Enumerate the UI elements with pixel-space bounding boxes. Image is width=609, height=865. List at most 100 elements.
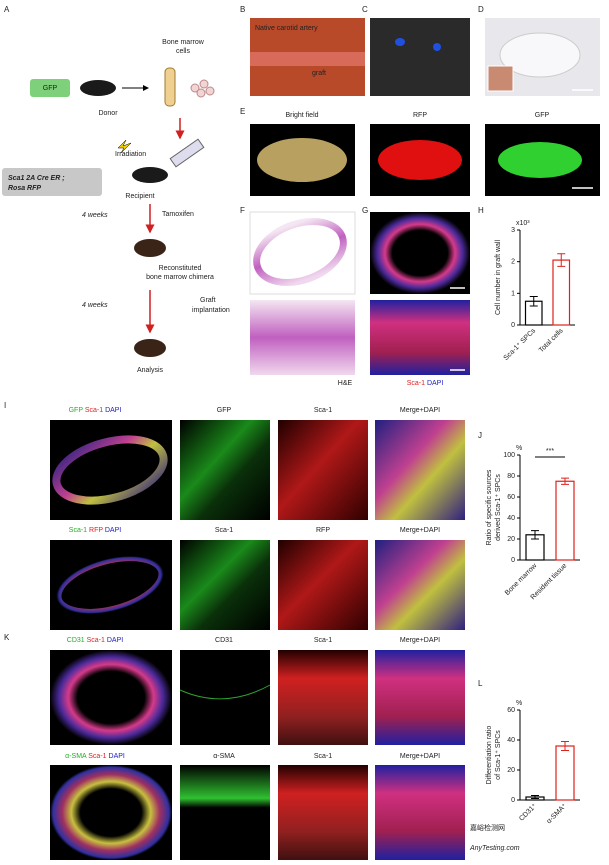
label-part: DAPI — [109, 753, 125, 760]
panel-label: C — [362, 5, 368, 14]
mouse — [134, 339, 166, 357]
recipient-box — [2, 168, 102, 196]
label: Reconstituted — [159, 265, 202, 272]
watermark: 嘉峪检测网 — [470, 823, 505, 832]
y-tick-label: 60 — [507, 707, 515, 714]
photo-artery — [250, 52, 365, 66]
label: Native carotid artery — [255, 25, 318, 32]
y-tick-label: 0 — [511, 797, 515, 804]
y-tick-label: 40 — [507, 515, 515, 522]
donor-box — [30, 79, 70, 97]
row-title: α-SMA Sca-1 DAPI — [65, 753, 125, 760]
panel-label: G — [362, 206, 368, 215]
micrograph — [370, 212, 470, 294]
y-tick-label: 0 — [511, 557, 515, 564]
x-tick-label: α-SMA⁺ — [546, 802, 569, 825]
label: H&E — [338, 380, 353, 387]
label: Donor — [98, 110, 118, 117]
panel-label: B — [240, 5, 245, 14]
column-title: Merge+DAPI — [400, 637, 440, 644]
label: cells — [176, 48, 191, 55]
micrograph — [180, 420, 270, 520]
y-axis-label: Ratio of specific sources — [486, 469, 493, 545]
error-bar — [557, 253, 566, 267]
y-tick-label: 80 — [507, 473, 515, 480]
mouse — [134, 239, 166, 257]
column-title: Sca-1 — [314, 637, 332, 644]
panel-label: J — [478, 431, 482, 440]
mouse — [132, 167, 168, 183]
y-axis-label: derived Sca-1⁺ SPCs — [495, 474, 502, 541]
panel-label: E — [240, 107, 245, 116]
micrograph — [370, 300, 470, 375]
panel-label: K — [4, 633, 10, 642]
label-part: α-SMA — [65, 753, 87, 760]
micrograph — [375, 540, 465, 630]
bone — [164, 67, 176, 107]
column-title: GFP — [217, 407, 232, 414]
x-tick-label: CD31⁺ — [518, 802, 538, 822]
label: implantation — [192, 307, 230, 314]
column-title: GFP — [535, 112, 550, 119]
column-title: Merge+DAPI — [400, 407, 440, 414]
y-tick-label: 2 — [511, 259, 515, 266]
micrograph — [278, 765, 368, 860]
y-tick-label: 20 — [507, 536, 515, 543]
label: Irradiation — [115, 151, 146, 158]
donor-box-label: GFP — [43, 85, 58, 92]
error-bar — [529, 296, 538, 307]
error-bar — [531, 530, 539, 540]
bar — [552, 259, 571, 326]
label-part: CD31 — [67, 637, 85, 644]
label-part: GFP — [69, 407, 84, 414]
column-title: RFP — [413, 112, 427, 119]
column-title: RFP — [316, 527, 330, 534]
micrograph — [50, 420, 172, 520]
panel-label: D — [478, 5, 484, 14]
label: graft — [312, 70, 326, 77]
y-tick-label: 100 — [503, 452, 515, 459]
micrograph — [278, 420, 368, 520]
label: Recipient — [125, 193, 154, 200]
label: Sca1 2A Cre ER ; — [8, 175, 65, 182]
error-bar — [561, 741, 569, 751]
y-tick-label: 1 — [511, 290, 515, 297]
y-axis-label: Differentiation ratio — [486, 726, 493, 785]
column-title: Sca-1 — [314, 407, 332, 414]
error-bar — [561, 477, 569, 485]
micrograph — [375, 650, 465, 745]
label: bone marrow chimera — [146, 274, 214, 281]
label: Analysis — [137, 367, 164, 374]
column-title: Bright field — [285, 112, 318, 119]
y-tick-label: 40 — [507, 737, 515, 744]
label-part: DAPI — [105, 527, 121, 534]
y-tick-label: 20 — [507, 767, 515, 774]
column-title: α-SMA — [213, 753, 235, 760]
y-tick-label: 3 — [511, 227, 515, 234]
label-part: Sca-1 — [87, 637, 105, 644]
label-part: Sca-1 — [88, 753, 106, 760]
label-part: DAPI — [105, 407, 121, 414]
panel-label: I — [4, 401, 6, 410]
y-tick-label: 0 — [511, 322, 515, 329]
column-title: Sca-1 — [314, 753, 332, 760]
row-title: GFP Sca-1 DAPI — [69, 407, 122, 414]
column-title: Sca-1 — [215, 527, 233, 534]
unit: % — [516, 700, 522, 707]
micrograph — [50, 765, 172, 860]
mouse — [80, 80, 116, 96]
bar — [555, 745, 575, 801]
label: Rosa RFP — [8, 185, 41, 192]
label-part: Sca-1 — [85, 407, 103, 414]
ultrasound — [370, 18, 470, 96]
panel-label: A — [4, 5, 10, 14]
label: Sca-1 DAPI — [407, 380, 444, 387]
micrograph — [180, 765, 270, 860]
label: 4 weeks — [82, 212, 108, 219]
micrograph — [180, 540, 270, 630]
micrograph — [278, 650, 368, 745]
micrograph — [278, 540, 368, 630]
syringe — [169, 138, 205, 168]
label-part: DAPI — [107, 637, 123, 644]
